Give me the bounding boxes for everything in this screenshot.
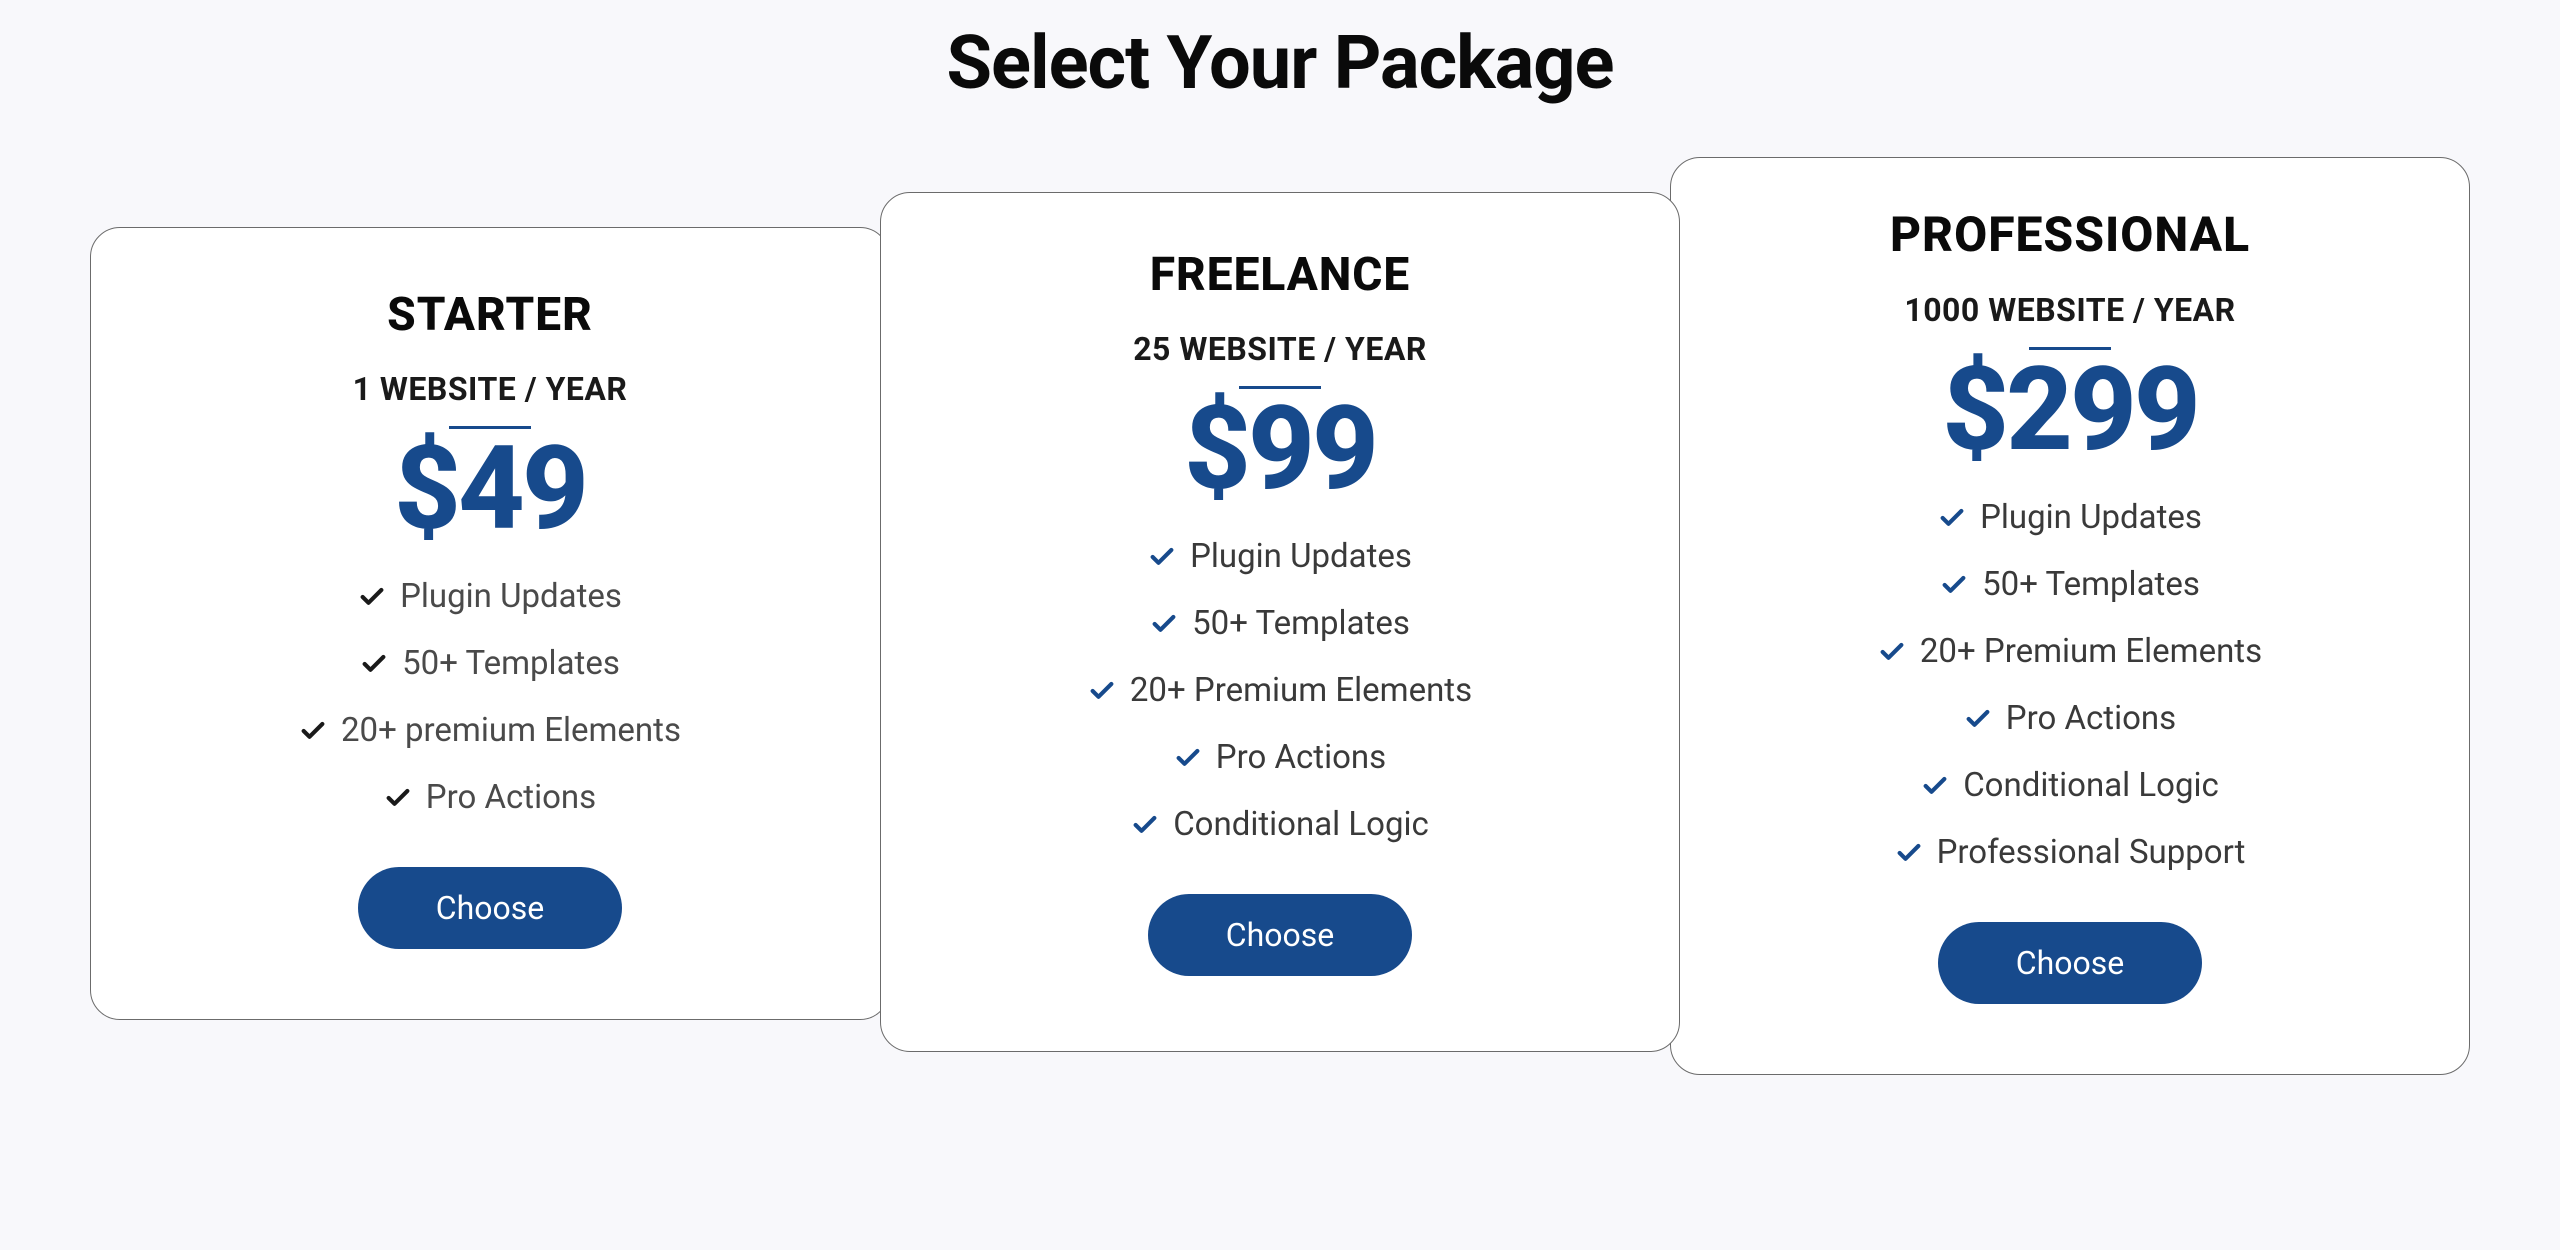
- check-icon: [299, 717, 327, 745]
- page-title: Select Your Package: [0, 20, 2560, 107]
- features-list-freelance: Plugin Updates 50+ Templates 20+ Premium…: [1088, 537, 1472, 844]
- card-price-starter: $49: [394, 431, 586, 547]
- feature-text: Professional Support: [1937, 833, 2246, 872]
- check-icon: [384, 784, 412, 812]
- feature-item: 50+ Templates: [1150, 604, 1410, 643]
- feature-text: Plugin Updates: [400, 577, 622, 616]
- feature-text: Plugin Updates: [1190, 537, 1412, 576]
- feature-text: Plugin Updates: [1980, 498, 2202, 537]
- feature-text: Pro Actions: [1216, 738, 1386, 777]
- feature-item: Plugin Updates: [1148, 537, 1412, 576]
- features-list-starter: Plugin Updates 50+ Templates 20+ premium…: [299, 577, 681, 817]
- check-icon: [1940, 571, 1968, 599]
- check-icon: [1895, 839, 1923, 867]
- card-name-professional: PROFESSIONAL: [1890, 206, 2250, 263]
- feature-item: Conditional Logic: [1131, 805, 1429, 844]
- check-icon: [1878, 638, 1906, 666]
- feature-text: Pro Actions: [426, 778, 596, 817]
- pricing-cards-container: STARTER 1 WEBSITE / YEAR $49 Plugin Upda…: [0, 227, 2560, 1075]
- check-icon: [1964, 705, 1992, 733]
- card-price-professional: $299: [1942, 352, 2198, 468]
- feature-item: Pro Actions: [384, 778, 596, 817]
- feature-item: Professional Support: [1895, 833, 2246, 872]
- check-icon: [1150, 610, 1178, 638]
- feature-text: 20+ Premium Elements: [1130, 671, 1472, 710]
- card-name-freelance: FREELANCE: [1150, 248, 1410, 302]
- pricing-card-starter: STARTER 1 WEBSITE / YEAR $49 Plugin Upda…: [90, 227, 890, 1020]
- feature-item: 20+ Premium Elements: [1088, 671, 1472, 710]
- feature-text: 50+ Templates: [1982, 565, 2200, 604]
- card-subtitle-professional: 1000 WEBSITE / YEAR: [1904, 291, 2235, 329]
- feature-text: Pro Actions: [2006, 699, 2176, 738]
- card-subtitle-starter: 1 WEBSITE / YEAR: [353, 370, 628, 408]
- features-list-professional: Plugin Updates 50+ Templates 20+ Premium…: [1878, 498, 2262, 872]
- check-icon: [360, 650, 388, 678]
- feature-text: 50+ Templates: [402, 644, 620, 683]
- check-icon: [358, 583, 386, 611]
- feature-item: 20+ Premium Elements: [1878, 632, 2262, 671]
- choose-button-starter[interactable]: Choose: [358, 867, 622, 949]
- feature-item: 50+ Templates: [360, 644, 620, 683]
- check-icon: [1131, 811, 1159, 839]
- feature-text: Conditional Logic: [1173, 805, 1429, 844]
- feature-item: 20+ premium Elements: [299, 711, 681, 750]
- feature-text: 50+ Templates: [1192, 604, 1410, 643]
- feature-item: Pro Actions: [1174, 738, 1386, 777]
- feature-item: Conditional Logic: [1921, 766, 2219, 805]
- feature-item: Plugin Updates: [358, 577, 622, 616]
- feature-item: 50+ Templates: [1940, 565, 2200, 604]
- pricing-card-freelance: FREELANCE 25 WEBSITE / YEAR $99 Plugin U…: [880, 192, 1680, 1052]
- check-icon: [1938, 504, 1966, 532]
- card-name-starter: STARTER: [387, 288, 593, 342]
- check-icon: [1148, 543, 1176, 571]
- choose-button-freelance[interactable]: Choose: [1148, 894, 1412, 976]
- choose-button-professional[interactable]: Choose: [1938, 922, 2202, 1004]
- feature-text: Conditional Logic: [1963, 766, 2219, 805]
- feature-item: Pro Actions: [1964, 699, 2176, 738]
- feature-text: 20+ Premium Elements: [1920, 632, 2262, 671]
- check-icon: [1174, 744, 1202, 772]
- check-icon: [1088, 677, 1116, 705]
- feature-text: 20+ premium Elements: [341, 711, 681, 750]
- check-icon: [1921, 772, 1949, 800]
- card-price-freelance: $99: [1184, 391, 1376, 507]
- pricing-card-professional: PROFESSIONAL 1000 WEBSITE / YEAR $299 Pl…: [1670, 157, 2470, 1075]
- card-subtitle-freelance: 25 WEBSITE / YEAR: [1133, 330, 1427, 368]
- feature-item: Plugin Updates: [1938, 498, 2202, 537]
